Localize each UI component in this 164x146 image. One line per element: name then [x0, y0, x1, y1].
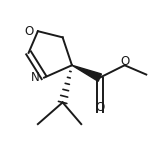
Text: N: N [31, 71, 40, 84]
Text: O: O [120, 55, 129, 68]
Text: O: O [95, 101, 104, 114]
Text: O: O [25, 25, 34, 38]
Polygon shape [72, 65, 102, 81]
